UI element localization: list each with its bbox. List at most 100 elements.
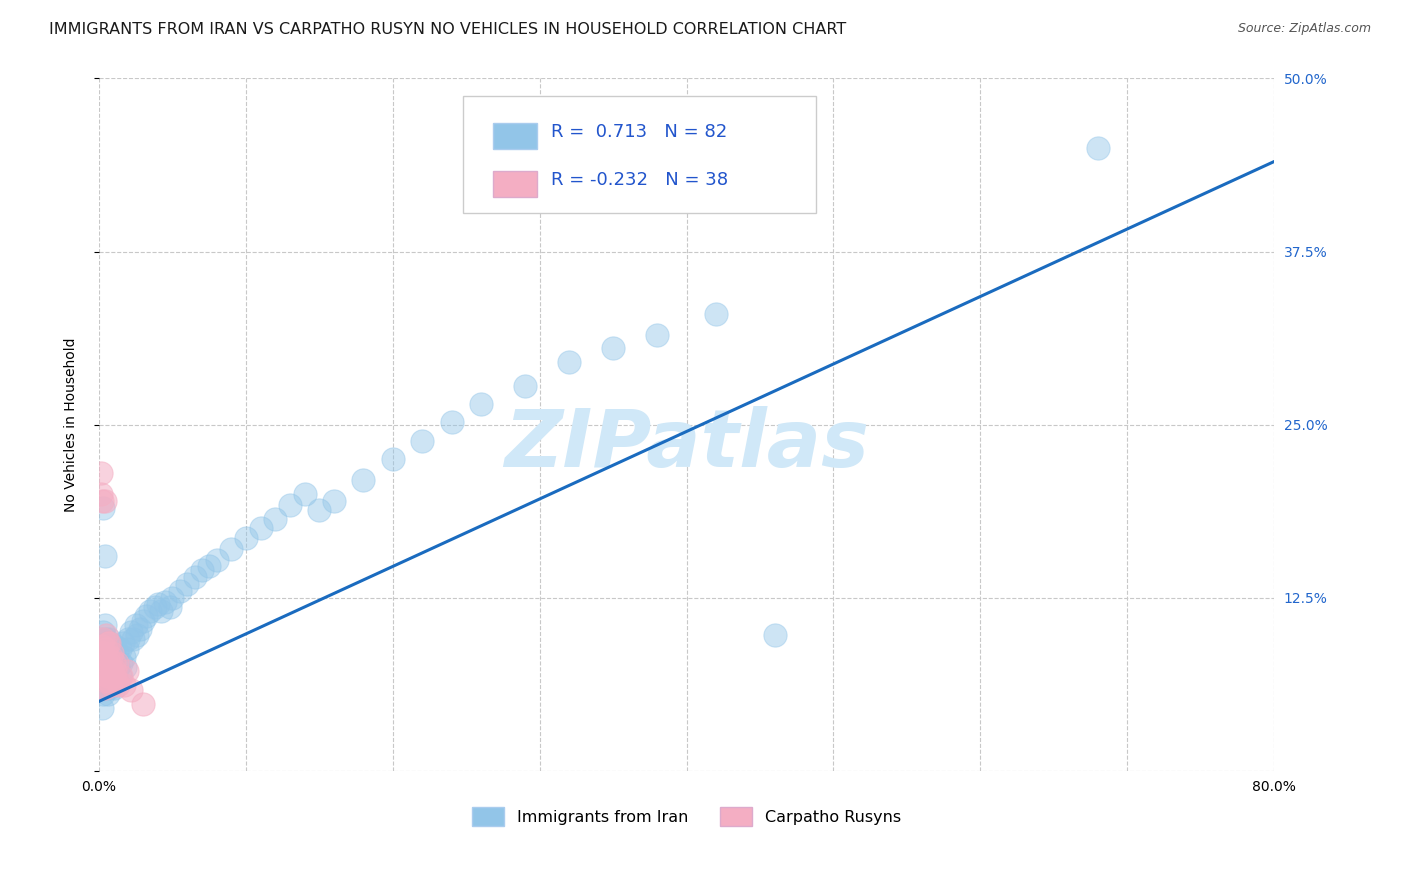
Point [93, 632, 115, 646]
Point [94, 653, 117, 667]
Point [294, 487, 316, 501]
Point [97, 650, 120, 665]
Point [94, 549, 117, 563]
Point [105, 673, 128, 688]
Point [98, 636, 121, 650]
Point [112, 678, 135, 692]
Point [91, 659, 114, 673]
Point [264, 511, 287, 525]
Point [558, 355, 581, 369]
Point [169, 583, 191, 598]
Point [100, 673, 122, 688]
Point [146, 598, 169, 612]
Point [323, 493, 346, 508]
Point [763, 628, 786, 642]
Text: R = -0.232   N = 38: R = -0.232 N = 38 [551, 171, 728, 189]
Point [96, 628, 118, 642]
Point [104, 666, 127, 681]
Point [96, 673, 118, 688]
Point [129, 623, 152, 637]
Point [110, 656, 132, 670]
Point [103, 656, 125, 670]
Point [352, 473, 374, 487]
Point [91, 639, 114, 653]
Point [98, 673, 121, 688]
Point [91, 701, 114, 715]
Point [97, 639, 120, 653]
Point [100, 650, 122, 665]
Point [94, 493, 117, 508]
Y-axis label: No Vehicles in Household: No Vehicles in Household [65, 337, 79, 512]
Point [93, 666, 115, 681]
Point [94, 618, 117, 632]
Point [191, 563, 214, 577]
Point [93, 688, 115, 702]
Point [513, 378, 536, 392]
Point [132, 614, 155, 628]
Point [235, 531, 257, 545]
Point [101, 639, 124, 653]
Point [121, 632, 143, 646]
Point [107, 659, 129, 673]
Point [103, 669, 125, 683]
Point [96, 632, 118, 646]
Point [120, 683, 142, 698]
Point [97, 688, 120, 702]
Point [127, 628, 149, 642]
Text: ZIPatlas: ZIPatlas [505, 406, 869, 484]
Point [139, 604, 162, 618]
Point [120, 625, 142, 640]
Point [219, 542, 242, 557]
Point [101, 664, 124, 678]
Point [93, 646, 115, 660]
Point [602, 342, 624, 356]
Point [89, 466, 111, 480]
Point [96, 656, 118, 670]
Point [176, 576, 198, 591]
Point [103, 650, 125, 665]
Point [97, 666, 120, 681]
Point [98, 656, 121, 670]
Point [98, 632, 121, 646]
Point [101, 646, 124, 660]
Point [89, 646, 111, 660]
Point [100, 678, 122, 692]
Point [101, 666, 124, 681]
Point [97, 669, 120, 683]
Point [108, 669, 131, 683]
Point [93, 500, 115, 515]
Point [135, 608, 157, 623]
Point [107, 678, 129, 692]
Point [105, 656, 128, 670]
Point [94, 639, 117, 653]
Text: IMMIGRANTS FROM IRAN VS CARPATHO RUSYN NO VEHICLES IN HOUSEHOLD CORRELATION CHAR: IMMIGRANTS FROM IRAN VS CARPATHO RUSYN N… [49, 22, 846, 37]
Point [411, 434, 433, 449]
Point [115, 664, 138, 678]
FancyBboxPatch shape [492, 123, 537, 149]
Point [103, 681, 125, 695]
Point [645, 327, 668, 342]
FancyBboxPatch shape [492, 170, 537, 197]
Point [183, 570, 205, 584]
Point [89, 681, 111, 695]
Point [98, 681, 121, 695]
Point [89, 487, 111, 501]
Point [149, 604, 172, 618]
Point [125, 618, 148, 632]
Point [104, 664, 127, 678]
Point [105, 673, 128, 688]
Point [110, 669, 132, 683]
Point [91, 493, 114, 508]
Text: Source: ZipAtlas.com: Source: ZipAtlas.com [1237, 22, 1371, 36]
Point [381, 452, 404, 467]
Point [1087, 141, 1109, 155]
Point [470, 397, 492, 411]
Point [162, 591, 184, 605]
Point [100, 666, 122, 681]
Point [104, 639, 127, 653]
Point [97, 636, 120, 650]
Point [198, 558, 221, 573]
Point [105, 646, 128, 660]
Point [94, 681, 117, 695]
Point [440, 415, 463, 429]
